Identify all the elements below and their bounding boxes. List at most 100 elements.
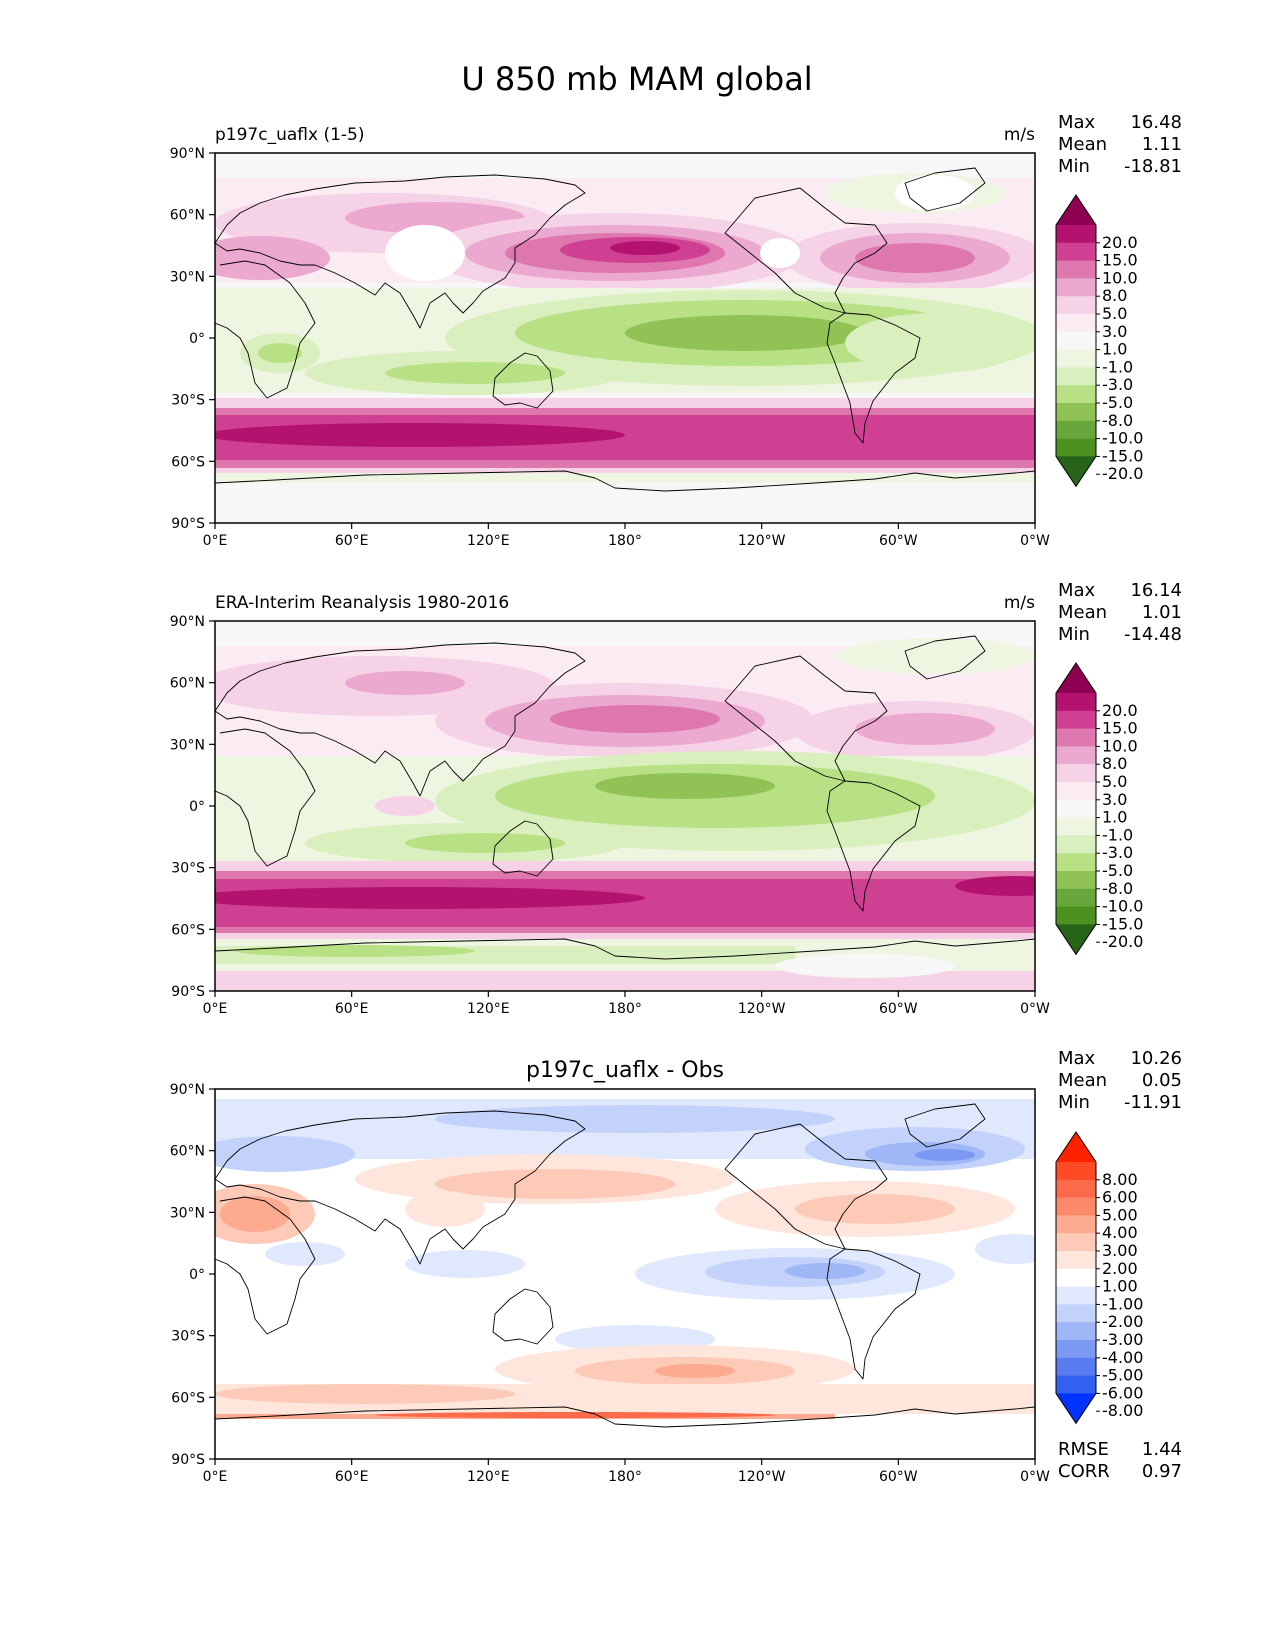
stat-value: 10.26 (1130, 1048, 1182, 1069)
panel-3-center-title: p197c_uaflx - Obs (526, 1058, 724, 1083)
colorbar-level-label: -8.0 (1102, 411, 1133, 430)
colorbar-segment (1056, 260, 1096, 279)
panel-1: 90°N 60°N 30°N 0° 30°S 60°S 90°S 0°E 60°E 120°E 1… (170, 112, 1182, 549)
colorbar-segment (1056, 1322, 1096, 1341)
colorbar-level-label: 3.0 (1102, 790, 1127, 809)
colorbar-level-label: -8.00 (1102, 1401, 1143, 1420)
colorbar-level-label: -3.0 (1102, 843, 1133, 862)
stat-label: Min (1058, 1092, 1090, 1113)
panel-1-stats: Max 16.48 Mean 1.11 Min -18.81 (1058, 112, 1182, 177)
lon-tick-label: 60°W (879, 533, 918, 549)
rmse-label: RMSE (1058, 1439, 1109, 1460)
colorbar-segment (1056, 888, 1096, 908)
panel-3-map (215, 1089, 1035, 1459)
lon-tick-label: 0°E (203, 1001, 228, 1017)
colorbar-segment (1056, 1162, 1096, 1181)
panel-2-units: m/s (1004, 593, 1035, 613)
colorbar-segment (1056, 746, 1096, 765)
colorbar-level-label: 15.0 (1102, 251, 1138, 270)
colorbar-segment (1056, 225, 1096, 244)
lon-tick-label: 180° (608, 1469, 642, 1485)
stat-value: 1.11 (1142, 134, 1182, 155)
colorbar-segment (1056, 906, 1096, 925)
colorbar-segment (1056, 710, 1096, 730)
colorbar-segment (1056, 349, 1096, 368)
colorbar-segment (1056, 835, 1096, 854)
colorbar-level-label: 8.0 (1102, 286, 1127, 305)
colorbar-level-label: -5.0 (1102, 861, 1133, 880)
colorbar-level-label: 4.00 (1102, 1223, 1138, 1242)
colorbar-segment (1056, 693, 1096, 712)
lat-tick-label: 30°N (170, 1205, 205, 1221)
colorbar-segment (1056, 764, 1096, 783)
colorbar-segment (1056, 799, 1096, 819)
panel-2-map (215, 621, 1035, 991)
panel-2: 90°N 60°N 30°N 0° 30°S 60°S 90°S 0°E 60°E 120°E 1… (170, 580, 1182, 1017)
colorbar-segment (1056, 1215, 1096, 1234)
lat-tick-label: 90°N (170, 614, 205, 630)
lon-tick-label: 120°E (467, 1469, 510, 1485)
lat-tick-label: 90°N (170, 1082, 205, 1098)
lon-tick-label: 180° (608, 533, 642, 549)
colorbar-segment (1056, 1268, 1096, 1288)
colorbar-segment (1056, 1304, 1096, 1323)
lon-tick-label: 120°W (738, 1001, 786, 1017)
stat-label: Max (1058, 112, 1096, 133)
colorbar-segment (1056, 242, 1096, 262)
panel-2-lon-axis: 0°E 60°E 120°E 180° 120°W 60°W 0°W (203, 991, 1050, 1017)
lon-tick-label: 120°E (467, 1001, 510, 1017)
colorbar-segment (1056, 728, 1096, 747)
colorbar-level-label: 5.00 (1102, 1205, 1138, 1224)
colorbar-segment (1056, 314, 1096, 333)
lon-tick-label: 0°E (203, 533, 228, 549)
rmse-value: 1.44 (1142, 1439, 1182, 1460)
colorbar-extend-min (1056, 456, 1096, 487)
colorbar-level-label: -15.0 (1102, 914, 1143, 933)
stat-value: 16.48 (1130, 112, 1182, 133)
colorbar-level-label: 20.0 (1102, 233, 1138, 252)
lon-tick-label: 120°E (467, 533, 510, 549)
colorbar-level-label: -10.0 (1102, 897, 1143, 916)
colorbar-segment (1056, 871, 1096, 890)
colorbar-segment (1056, 385, 1096, 404)
lon-tick-label: 0°E (203, 1469, 228, 1485)
colorbar-segment (1056, 1375, 1096, 1394)
colorbar-extend-max (1056, 663, 1096, 693)
colorbar-extend-min (1056, 924, 1096, 955)
lon-tick-label: 120°W (738, 1469, 786, 1485)
lat-tick-label: 30°S (171, 861, 205, 877)
lon-tick-label: 60°W (879, 1469, 918, 1485)
colorbar-level-label: 8.00 (1102, 1170, 1138, 1189)
colorbar-level-label: 10.0 (1102, 268, 1138, 287)
stat-label: Max (1058, 1048, 1096, 1069)
colorbar-segment (1056, 403, 1096, 422)
stat-label: Min (1058, 624, 1090, 645)
colorbar-segment (1056, 1286, 1096, 1305)
panel-3: 90°N 60°N 30°N 0° 30°S 60°S 90°S 0°E 60°E 120°E 1… (170, 1048, 1182, 1485)
lon-tick-label: 0°W (1020, 533, 1050, 549)
colorbar-level-label: 1.00 (1102, 1277, 1138, 1296)
panel-1-lat-axis: 90°N 60°N 30°N 0° 30°S 60°S 90°S (170, 146, 215, 532)
colorbar-segment (1056, 1251, 1096, 1270)
stat-value: -18.81 (1124, 156, 1182, 177)
corr-label: CORR (1058, 1461, 1110, 1482)
stat-value: 1.01 (1142, 602, 1182, 623)
colorbar-segment (1056, 1233, 1096, 1252)
colorbar-level-label: 1.0 (1102, 808, 1127, 827)
panel-2-left-title: ERA-Interim Reanalysis 1980-2016 (215, 593, 509, 613)
lat-tick-label: 60°S (171, 454, 205, 470)
colorbar-level-label: -10.0 (1102, 429, 1143, 448)
panel-1-left-title: p197c_uaflx (1-5) (215, 125, 364, 145)
lon-tick-label: 120°W (738, 533, 786, 549)
colorbar-level-label: -2.00 (1102, 1312, 1143, 1331)
colorbar-level-label: -4.00 (1102, 1348, 1143, 1367)
colorbar-level-label: 8.0 (1102, 754, 1127, 773)
lat-tick-label: 60°N (170, 208, 205, 224)
stat-label: Mean (1058, 1070, 1107, 1091)
lat-tick-label: 60°S (171, 922, 205, 938)
colorbar-extend-max (1056, 1132, 1096, 1162)
colorbar-level-label: 20.0 (1102, 701, 1138, 720)
colorbar-segment (1056, 367, 1096, 386)
colorbar-level-label: -3.00 (1102, 1330, 1143, 1349)
